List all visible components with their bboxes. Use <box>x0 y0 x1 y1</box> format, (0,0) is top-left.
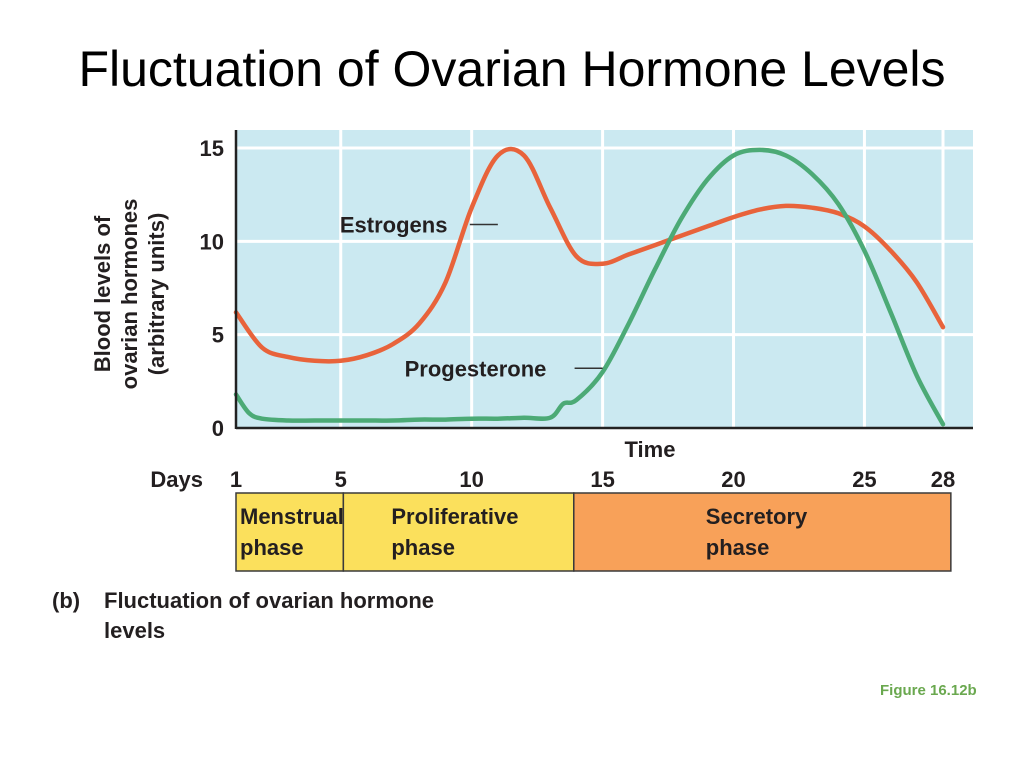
series-label-progesterone: Progesterone <box>405 356 547 381</box>
phase-label-line1: Secretory <box>706 504 808 529</box>
x-tick-label: 5 <box>335 467 347 492</box>
y-axis-title-line: (arbitrary units) <box>144 213 169 376</box>
series-lines <box>233 146 946 427</box>
x-axis-prefix: Days <box>150 467 203 492</box>
x-tick-label: 10 <box>459 467 483 492</box>
x-tick-label: 15 <box>590 467 614 492</box>
x-axis-title: Time <box>625 437 676 462</box>
x-tick-label: 20 <box>721 467 745 492</box>
caption-line-2: levels <box>104 618 166 643</box>
series-line-progesterone <box>233 147 946 427</box>
caption-line-1: Fluctuation of ovarian hormone <box>104 588 435 613</box>
x-tick-label: 25 <box>852 467 876 492</box>
figure-reference: Figure 16.12b <box>880 682 977 699</box>
y-axis-title-line: ovarian hormones <box>117 199 142 390</box>
series-line-estrogens <box>233 146 946 364</box>
y-tick-label: 15 <box>200 136 224 161</box>
caption-tag: (b) <box>52 588 81 613</box>
phase-label-line2: phase <box>240 535 304 560</box>
phase-label-line1: Proliferative <box>391 504 518 529</box>
plot-background <box>236 130 973 428</box>
phase-bar: Menstrual phase Proliferative phase Secretor… <box>235 492 952 572</box>
x-tick-label: 1 <box>230 467 242 492</box>
y-tick-label: 10 <box>200 229 224 254</box>
y-tick-label: 5 <box>212 323 224 348</box>
slide-title: Fluctuation of Ovarian Hormone Levels <box>78 41 946 97</box>
plot-area <box>236 130 973 428</box>
grid-lines <box>236 130 973 428</box>
y-tick-label: 0 <box>212 416 224 441</box>
series-label-estrogens: Estrogens <box>340 213 448 238</box>
phase-block-secretory <box>573 492 952 572</box>
series-labels: Estrogens Progesterone <box>340 213 603 381</box>
phase-label-line2: phase <box>391 535 455 560</box>
y-axis-title: Blood levels ofovarian hormones(arbitrar… <box>90 199 169 390</box>
phase-label-line1: Menstrual <box>240 504 344 529</box>
figure-caption: (b) Fluctuation of ovarian hormone levels <box>52 586 434 646</box>
x-tick-label: 28 <box>931 467 955 492</box>
phase-label-line2: phase <box>706 535 770 560</box>
y-axis-title-line: Blood levels of <box>90 215 115 372</box>
